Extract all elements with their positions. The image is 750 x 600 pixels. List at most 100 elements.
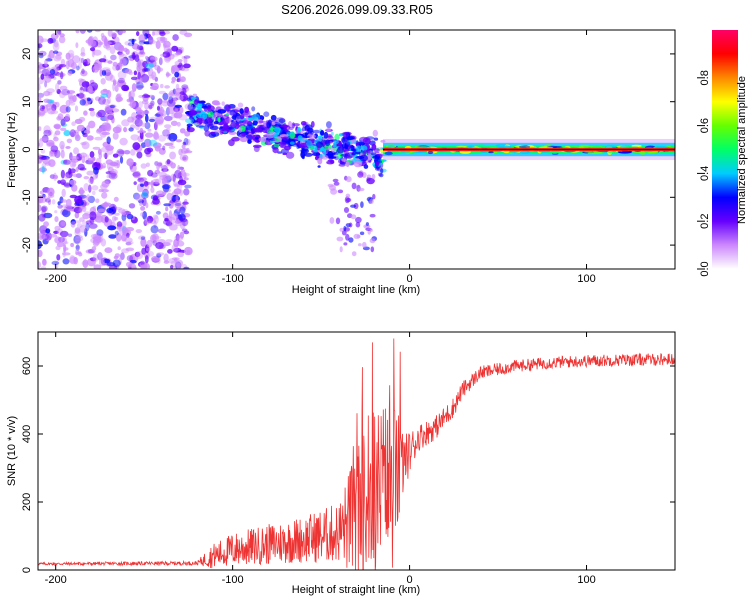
heatmap-cell [296,126,301,133]
heatmap-cell [316,143,321,151]
heatmap-cell [164,85,171,89]
heatmap-cell [181,172,190,177]
line-x-label: Height of straight line (km) [292,584,420,596]
heatmap-cell [143,110,150,115]
heatmap-cell [98,258,105,267]
heatmap-cell [128,71,133,75]
y-tick-label: -20 [21,237,33,253]
heatmap-cell [120,30,127,34]
heatmap-cell [51,199,56,205]
heatmap-cell [144,142,150,147]
heatmap-cell [160,53,166,57]
heatmap-cell [140,260,145,266]
heatmap-cell [349,139,357,143]
heatmap-cell [69,194,78,199]
heatmap-cell [126,232,130,238]
heatmap-cell [54,130,61,136]
heatmap-cell [71,121,76,126]
heatmap-cell [195,110,202,114]
heatmap-cell [42,258,47,266]
heatmap-cell [219,130,224,135]
heatmap-cell [60,179,66,186]
heatmap-cell [107,97,112,104]
heatmap-cell [44,59,48,67]
heatmap-cell [43,98,51,104]
y-tick-label: 400 [21,425,33,443]
heatmap-cell [338,133,344,137]
heatmap-cell [156,106,161,111]
heatmap-cell [171,76,177,83]
heatmap-cell [128,203,136,209]
heatmap-cell [155,119,164,126]
heatmap-cell [38,62,43,71]
heatmap-cell [79,187,84,195]
heatmap-cell [57,180,62,184]
heatmap-cell [102,88,108,93]
heatmap-cell [172,173,176,183]
heatmap-cell [317,157,323,165]
heatmap-cell [174,104,182,108]
heatmap-cell [244,106,250,114]
heatmap-cell [131,43,140,50]
heatmap-cell [75,251,79,255]
heatmap-cell [166,127,171,132]
heatmap-cell [63,130,71,137]
heatmap-cell [243,109,251,118]
heatmap-cell [59,91,66,99]
heatmap-cell [147,251,154,257]
heatmap-cell [341,158,347,162]
heatmap-cell [323,148,327,153]
heatmap-cell [321,155,329,160]
colorbar-tick-label: 0.4 [699,166,711,181]
heatmap-cell [153,132,160,141]
heatmap-cell [341,136,348,144]
heatmap-cell [337,189,344,194]
heatmap-cell [70,242,74,248]
heatmap-cell [357,187,365,192]
heatmap-cell [183,177,189,181]
heatmap-cell [136,151,143,159]
heatmap-cell [38,213,46,222]
heatmap-cell [148,118,156,123]
x-tick-label: 0 [407,273,413,285]
heatmap-cell [258,137,267,143]
heatmap-cell [173,183,181,188]
heatmap-cell [84,227,88,237]
heatmap-cell [371,174,376,180]
heatmap-cell [56,88,61,95]
heatmap-cell [65,106,71,113]
heatmap-cell [53,55,62,62]
heatmap-cell [329,217,335,224]
heatmap-cell [250,130,254,137]
heatmap-cell [269,131,276,135]
heatmap-cell [38,54,44,59]
heatmap-cell [98,96,106,105]
heatmap-cell [88,120,96,129]
colorbar [712,30,738,269]
heatmap-cell [87,157,96,162]
heatmap-cell [185,138,191,146]
heatmap-cell [213,121,219,125]
heatmap-cell [208,124,213,127]
heatmap-cell [106,174,111,179]
heatmap-cell [50,110,59,115]
heatmap-cell [134,118,143,127]
heatmap-cell [115,94,122,103]
heatmap-cell [100,93,108,98]
heatmap-cell [322,151,327,155]
heatmap-cell [94,136,103,141]
heatmap-cell [46,88,55,94]
heatmap-cell [86,170,94,176]
heatmap-cell [48,200,51,206]
heatmap-cell [145,202,149,209]
heatmap-cell [182,201,189,205]
heatmap-cell [43,221,49,228]
heatmap-cell [286,127,290,130]
heatmap-cell [221,125,231,132]
heatmap-cell [140,206,146,211]
heatmap-cell [41,233,50,240]
heatmap-cell [467,145,475,148]
heatmap-cell [323,131,329,139]
heatmap-cell [83,183,90,192]
heatmap-cell [178,114,188,121]
